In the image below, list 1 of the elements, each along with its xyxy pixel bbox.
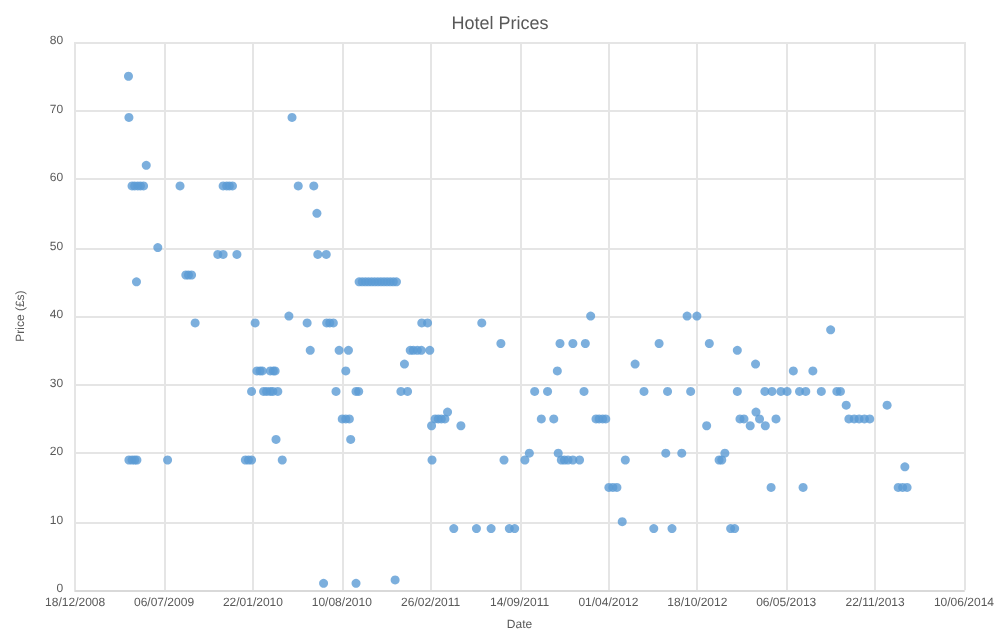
chart-title: Hotel Prices: [451, 13, 550, 33]
